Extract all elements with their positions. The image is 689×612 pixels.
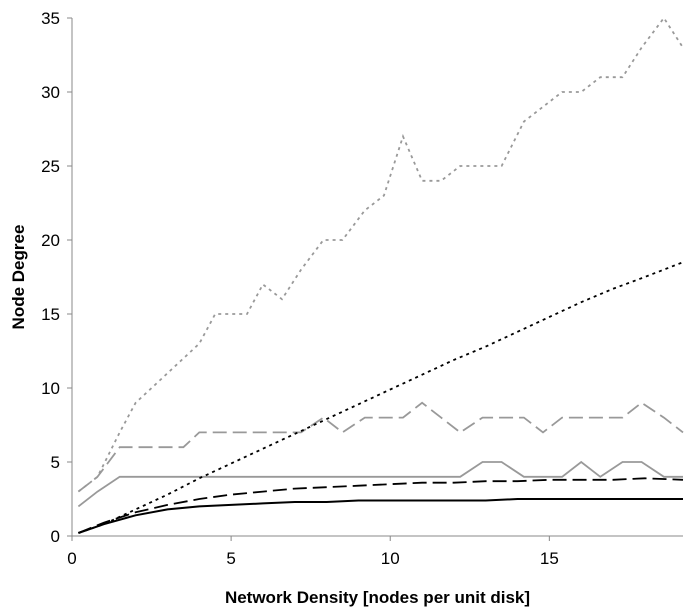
y-tick-label: 5 — [51, 453, 60, 472]
y-tick-label: 0 — [51, 527, 60, 546]
series-line-2 — [77, 401, 684, 493]
plot-area — [77, 16, 684, 534]
y-tick-label: 10 — [41, 379, 60, 398]
x-tick-label: 5 — [226, 549, 235, 568]
y-axis-title: Node Degree — [9, 225, 28, 330]
x-tick-label: 0 — [67, 549, 76, 568]
x-tick-label: 10 — [381, 549, 400, 568]
y-axis-ticks: 0 5 10 15 20 25 30 35 — [41, 9, 72, 546]
x-axis-title: Network Density [nodes per unit disk] — [225, 588, 530, 607]
y-tick-label: 20 — [41, 231, 60, 250]
x-tick-label: 15 — [540, 549, 559, 568]
x-axis-ticks: 0 5 10 15 — [67, 536, 559, 568]
series-line-6 — [78, 498, 683, 534]
series-line-1 — [77, 16, 684, 493]
y-tick-label: 15 — [41, 305, 60, 324]
y-tick-label: 30 — [41, 83, 60, 102]
series-line-5 — [78, 477, 684, 534]
y-tick-label: 35 — [41, 9, 60, 28]
y-tick-label: 25 — [41, 157, 60, 176]
series-line-3 — [77, 460, 683, 508]
series-line-4 — [78, 261, 684, 534]
